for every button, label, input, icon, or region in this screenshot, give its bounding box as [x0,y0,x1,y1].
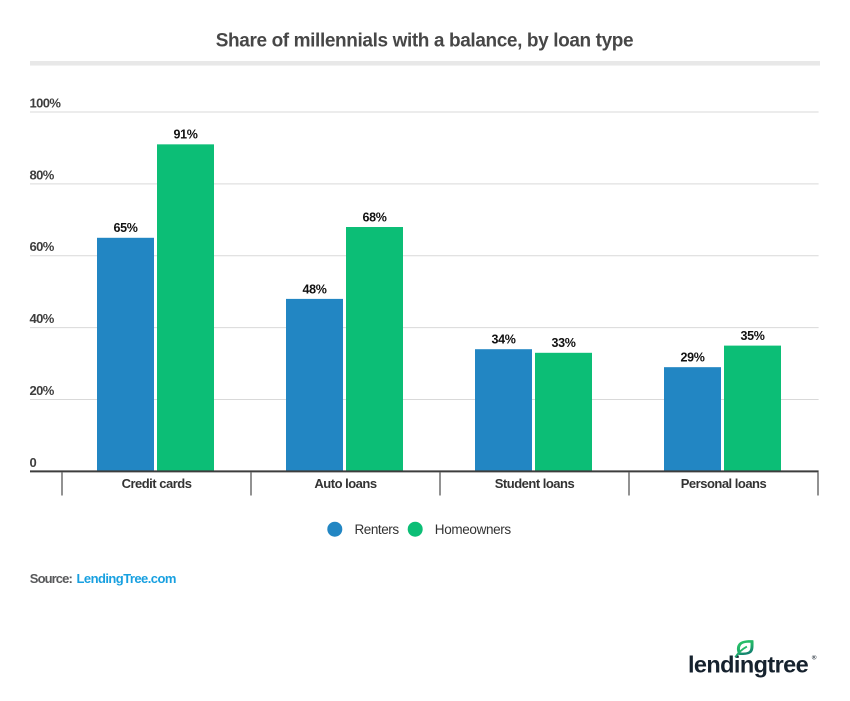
svg-text:Student loans: Student loans [495,476,575,491]
svg-text:Source:: Source: [30,571,73,586]
svg-text:100%: 100% [30,95,62,110]
svg-text:®: ® [812,654,817,662]
svg-text:lendingtree: lendingtree [688,651,809,677]
svg-text:35%: 35% [740,329,764,343]
svg-text:80%: 80% [30,167,55,182]
svg-text:Personal loans: Personal loans [681,476,767,491]
svg-text:Auto loans: Auto loans [314,476,376,491]
svg-text:91%: 91% [173,128,197,142]
svg-text:Credit cards: Credit cards [122,476,192,491]
svg-text:Homeowners: Homeowners [435,522,512,537]
svg-text:68%: 68% [362,210,386,224]
svg-text:Renters: Renters [355,522,400,537]
svg-text:65%: 65% [113,221,137,235]
svg-text:34%: 34% [491,333,515,347]
svg-text:Share of millennials with a ba: Share of millennials with a balance, by … [216,30,633,51]
svg-text:60%: 60% [30,239,55,254]
svg-text:LendingTree.com: LendingTree.com [77,571,176,586]
svg-text:33%: 33% [551,336,575,350]
svg-text:20%: 20% [30,383,55,398]
svg-text:48%: 48% [302,282,326,296]
svg-text:29%: 29% [680,351,704,365]
svg-text:0: 0 [30,455,37,470]
svg-text:40%: 40% [30,311,55,326]
